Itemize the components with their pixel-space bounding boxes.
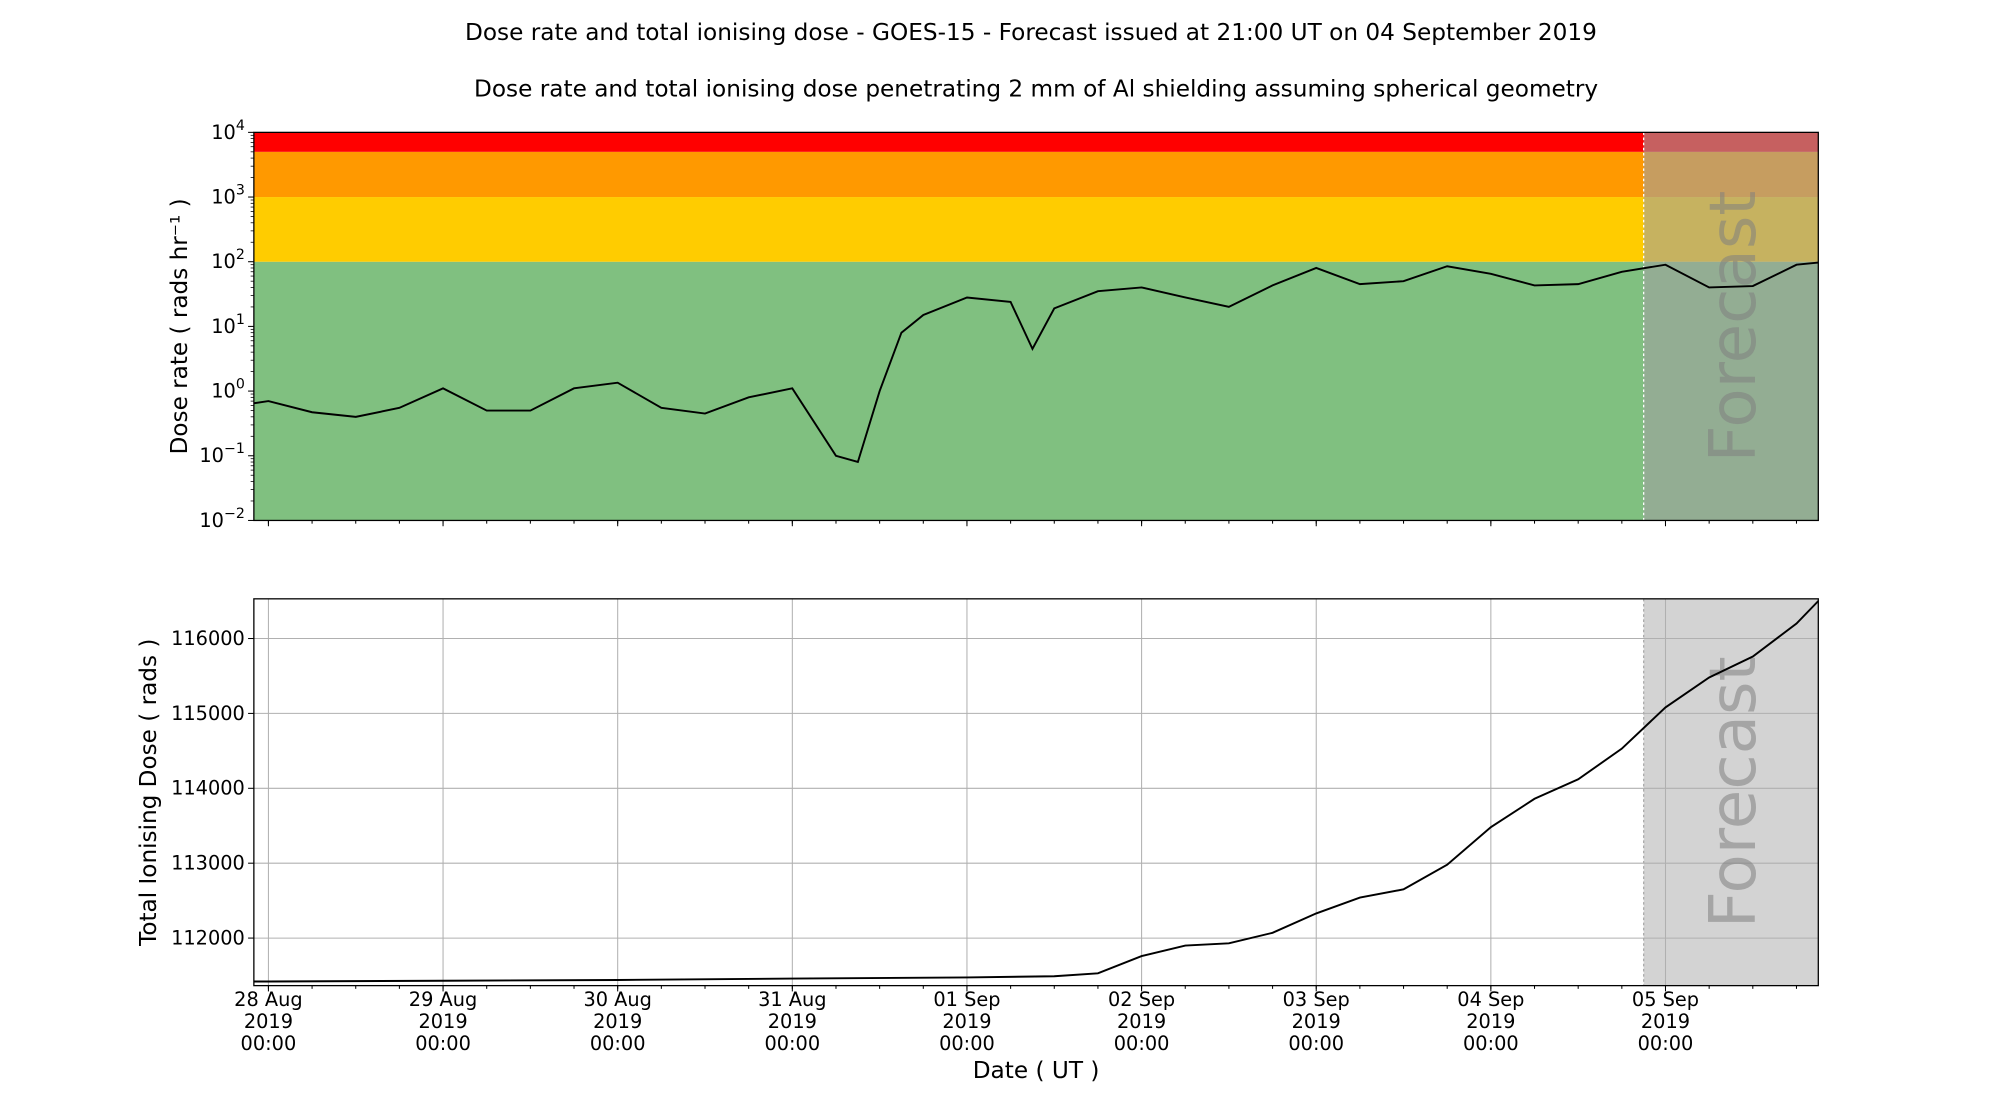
- forecast-label: Forecast: [1696, 190, 1771, 462]
- risk-band: [253, 197, 1819, 262]
- y-tick-label: 103: [211, 182, 245, 208]
- plot-frame: [253, 598, 1819, 987]
- forecast-region: [1643, 132, 1819, 521]
- x-tick-label: 30 Aug 2019 00:00: [583, 988, 651, 1055]
- data-line: [253, 600, 1819, 983]
- y-axis-label: Dose rate ( rads hr⁻¹ ): [167, 198, 193, 454]
- figure-title: Dose rate and total ionising dose - GOES…: [465, 20, 1597, 46]
- forecast-label: Forecast: [1696, 656, 1771, 928]
- y-tick-label: 10−2: [199, 506, 244, 532]
- risk-band: [253, 261, 1819, 521]
- y-tick-label: 116000: [171, 627, 245, 650]
- x-tick-label: 31 Aug 2019 00:00: [758, 988, 826, 1055]
- data-line: [253, 261, 1819, 464]
- x-tick-label: 29 Aug 2019 00:00: [409, 988, 477, 1055]
- y-tick-label: 113000: [171, 852, 245, 875]
- x-tick-label: 03 Sep 2019 00:00: [1283, 988, 1350, 1055]
- x-tick-label: 04 Sep 2019 00:00: [1457, 988, 1524, 1055]
- x-tick-label: 02 Sep 2019 00:00: [1108, 988, 1175, 1055]
- y-tick-label: 112000: [171, 927, 245, 950]
- y-tick-label: 101: [211, 312, 245, 338]
- y-tick-label: 114000: [171, 777, 245, 800]
- x-tick-label: 01 Sep 2019 00:00: [933, 988, 1000, 1055]
- y-tick-label: 104: [211, 118, 245, 144]
- x-tick-label: 28 Aug 2019 00:00: [234, 988, 302, 1055]
- x-axis-label: Date ( UT ): [973, 1058, 1100, 1084]
- risk-band: [253, 151, 1819, 198]
- y-tick-label: 10−1: [199, 441, 244, 467]
- y-tick-label: 100: [211, 377, 245, 403]
- risk-band: [253, 132, 1819, 152]
- y-tick-label: 102: [211, 247, 245, 273]
- y-axis-label: Total Ionising Dose ( rads ): [136, 639, 162, 947]
- figure-subtitle: Dose rate and total ionising dose penetr…: [474, 76, 1598, 102]
- x-tick-label: 05 Sep 2019 00:00: [1632, 988, 1699, 1055]
- y-tick-label: 115000: [171, 702, 245, 725]
- forecast-region: [1643, 598, 1819, 986]
